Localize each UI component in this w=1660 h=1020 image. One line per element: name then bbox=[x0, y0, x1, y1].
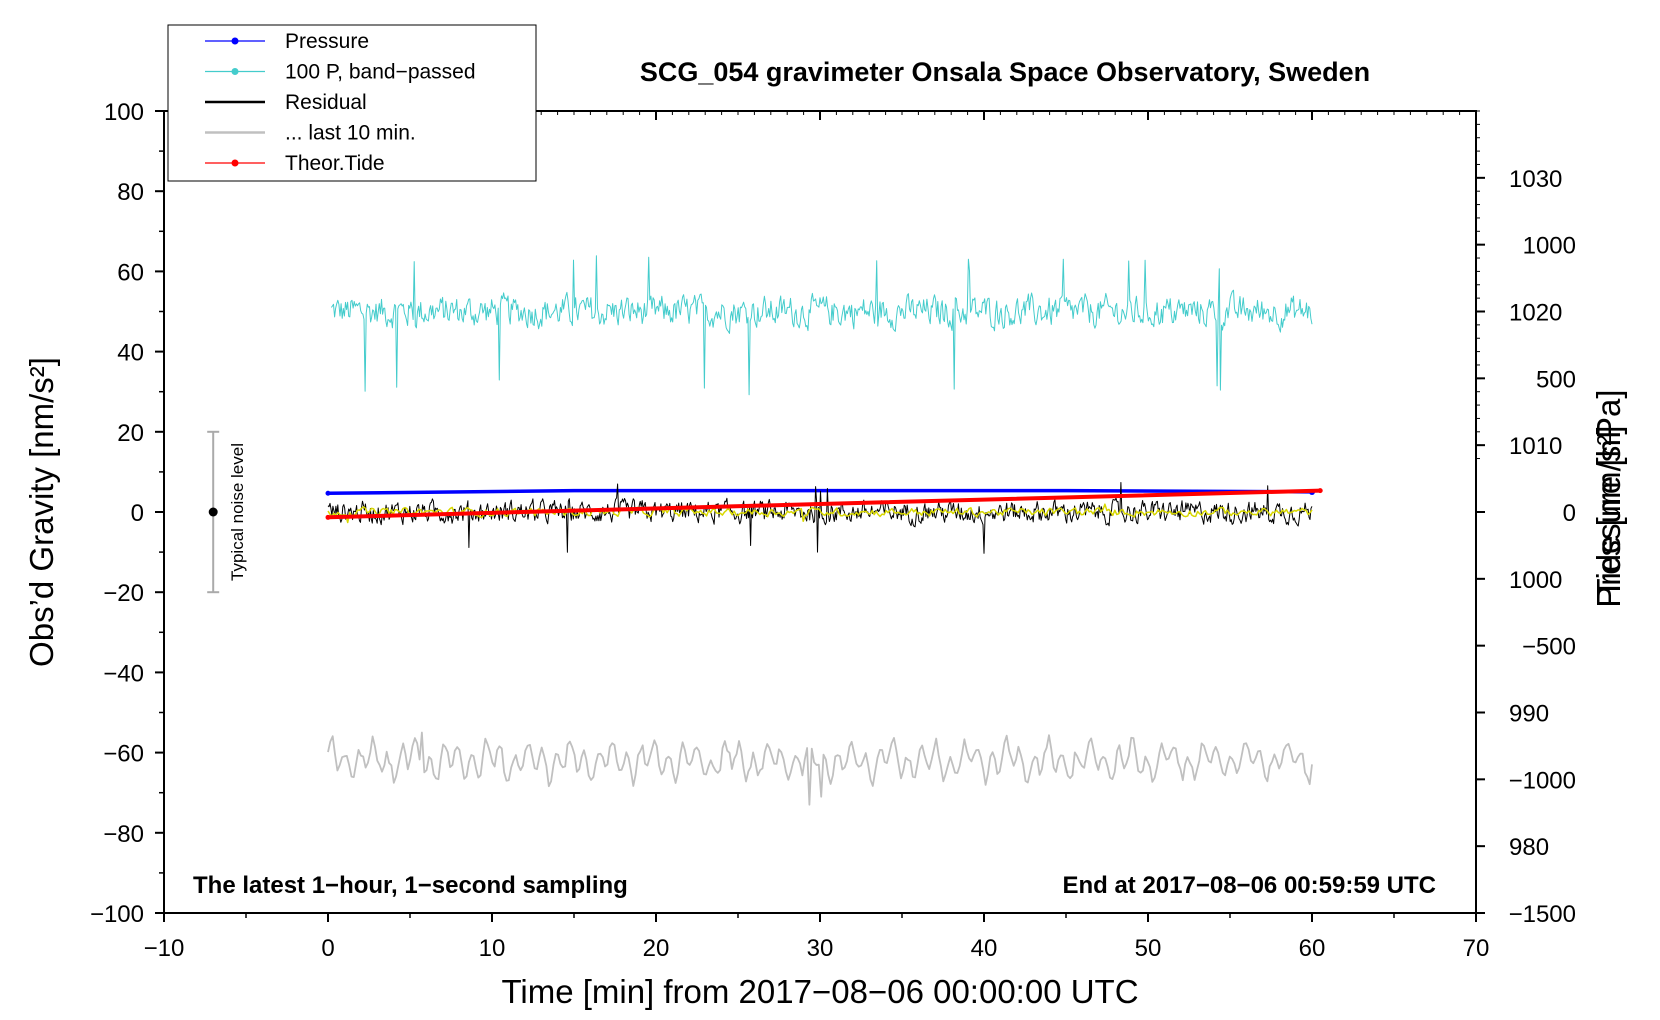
series-line-pressure bbox=[327, 488, 1313, 496]
legend-label: Theor.Tide bbox=[285, 152, 385, 175]
legend-label: ... last 10 min. bbox=[285, 122, 416, 145]
pressure-tick-label: 1000 bbox=[1509, 567, 1562, 594]
x-tick-label: 40 bbox=[971, 935, 998, 962]
y-tick-label: −40 bbox=[103, 660, 144, 687]
noise-bar-point bbox=[208, 507, 218, 517]
pressure-tick-label: 1030 bbox=[1509, 166, 1562, 193]
x-tick-label: 50 bbox=[1135, 935, 1162, 962]
series-line-smoothed-residual bbox=[327, 503, 1313, 524]
pressure-tick-label: 1010 bbox=[1509, 433, 1562, 460]
tide-tick-label: −1000 bbox=[1509, 767, 1576, 794]
series-line-band-passed bbox=[330, 255, 1313, 396]
x-tick-label: 0 bbox=[321, 935, 334, 962]
y-axis-title-tide: Tide [nm/s²] bbox=[1590, 426, 1627, 599]
series-point-tide bbox=[1317, 488, 1323, 494]
legend-marker bbox=[231, 37, 239, 45]
y-tick-label: 80 bbox=[117, 179, 144, 206]
y-tick-label: −100 bbox=[90, 901, 144, 928]
series-line-tide bbox=[327, 488, 1321, 520]
pressure-tick-label: 980 bbox=[1509, 834, 1549, 861]
x-tick-label: −10 bbox=[144, 935, 185, 962]
y-tick-label: −80 bbox=[103, 821, 144, 848]
y-axis-title-left: Obs’d Gravity [nm/s²] bbox=[23, 357, 60, 667]
x-tick-label: 20 bbox=[643, 935, 670, 962]
tide-tick-label: 0 bbox=[1563, 500, 1576, 527]
tide-tick-label: −500 bbox=[1522, 634, 1576, 661]
series-point-pressure bbox=[325, 490, 331, 496]
tide-tick-label: 500 bbox=[1536, 366, 1576, 393]
x-tick-label: 30 bbox=[807, 935, 834, 962]
legend-label: Pressure bbox=[285, 30, 369, 53]
y-tick-label: 0 bbox=[131, 500, 144, 527]
y-tick-label: −20 bbox=[103, 580, 144, 607]
tide-tick-label: 1000 bbox=[1523, 233, 1576, 260]
series-point-tide bbox=[325, 514, 331, 520]
legend-marker bbox=[231, 159, 239, 167]
x-tick-label: 60 bbox=[1299, 935, 1326, 962]
x-tick-label: 70 bbox=[1463, 935, 1490, 962]
y-tick-label: 40 bbox=[117, 340, 144, 367]
y-tick-label: 20 bbox=[117, 420, 144, 447]
y-tick-label: 100 bbox=[104, 99, 144, 126]
y-tick-label: −60 bbox=[103, 741, 144, 768]
legend-marker bbox=[231, 68, 239, 75]
tide-tick-label: −1500 bbox=[1509, 901, 1576, 928]
legend-label: 100 P, band−passed bbox=[285, 61, 476, 84]
legend-label: Residual bbox=[285, 91, 367, 114]
noise-bar-label: Typical noise level bbox=[228, 443, 247, 581]
pressure-tick-label: 1020 bbox=[1509, 300, 1562, 327]
y-axis-title-pressure: Pressure [hPa] bbox=[1590, 389, 1627, 607]
annotation-right: End at 2017−08−06 00:59:59 UTC bbox=[1062, 872, 1436, 899]
annotation-left: The latest 1−hour, 1−second sampling bbox=[193, 872, 628, 899]
y-tick-label: 60 bbox=[117, 259, 144, 286]
pressure-tick-label: 990 bbox=[1509, 701, 1549, 728]
x-axis-title: Time [min] from 2017−08−06 00:00:00 UTC bbox=[501, 973, 1138, 1010]
series-line-last-10-min bbox=[327, 731, 1313, 806]
chart-title: SCG_054 gravimeter Onsala Space Observat… bbox=[640, 57, 1370, 87]
x-tick-label: 10 bbox=[479, 935, 506, 962]
